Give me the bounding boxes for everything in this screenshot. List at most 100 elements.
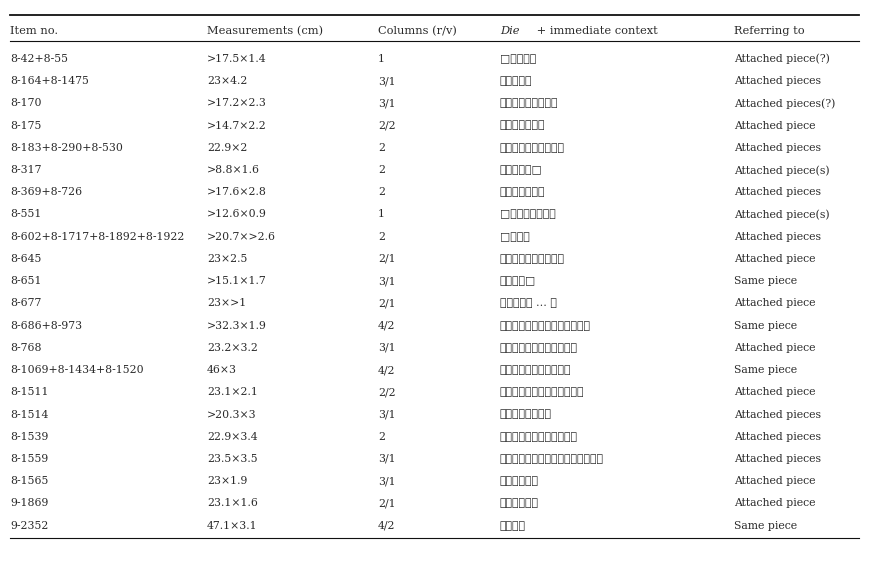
Text: 8-651: 8-651 [10,276,42,286]
Text: 上五月作徒薄（簿）及取（最）卅熊: 上五月作徒薄（簿）及取（最）卅熊 [500,454,604,464]
Text: 23.1×2.1: 23.1×2.1 [207,387,258,397]
Text: □志四熊: □志四熊 [500,232,529,242]
Text: Same piece: Same piece [734,365,798,375]
Text: Same piece: Same piece [734,276,798,286]
Text: 上狗田課一熊: 上狗田課一熊 [500,498,539,508]
Text: 23.5×3.5: 23.5×3.5 [207,454,257,464]
Text: Attached pieces: Attached pieces [734,454,821,464]
Text: 3/1: 3/1 [378,76,395,86]
Text: 今上當令者三熊: 今上當令者三熊 [500,187,545,197]
Text: 8-768: 8-768 [10,343,42,353]
Text: 1: 1 [378,209,385,219]
Text: Item no.: Item no. [10,26,58,36]
Text: 2/2: 2/2 [378,387,395,397]
Text: 今上當令者一熊: 今上當令者一熊 [500,121,545,130]
Text: Attached pieces(?): Attached pieces(?) [734,98,836,109]
Text: Attached piece(s): Attached piece(s) [734,209,830,220]
Text: 8-602+8-1717+8-1892+8-1922: 8-602+8-1717+8-1892+8-1922 [10,232,185,242]
Text: 4/2: 4/2 [378,365,395,375]
Text: >12.6×0.9: >12.6×0.9 [207,209,267,219]
Text: 疏書作徒薄（簿）熊北（背）上: 疏書作徒薄（簿）熊北（背）上 [500,321,591,331]
Text: 2: 2 [378,143,385,153]
Text: >17.6×2.8: >17.6×2.8 [207,187,267,197]
Text: 寫校券一熊 … 上: 寫校券一熊 … 上 [500,298,556,308]
Text: 3/1: 3/1 [378,410,395,419]
Text: 2/1: 2/1 [378,254,395,264]
Text: 今令史感上水火敢亡者課一熊: 今令史感上水火敢亡者課一熊 [500,387,584,397]
Text: 22.9×3.4: 22.9×3.4 [207,432,257,442]
Text: 上動一熊□: 上動一熊□ [500,276,536,286]
Text: 22.9×2: 22.9×2 [207,143,247,153]
Text: Referring to: Referring to [734,26,805,36]
Text: 8-645: 8-645 [10,254,42,264]
Text: Attached piece: Attached piece [734,387,816,397]
Text: 上不更以下簺（儲）計二熊: 上不更以下簺（儲）計二熊 [500,432,578,442]
Text: 8-551: 8-551 [10,209,42,219]
Text: 8-42+8-55: 8-42+8-55 [10,54,69,64]
Text: Attached piece(?): Attached piece(?) [734,54,830,64]
Text: Attached pieces: Attached pieces [734,187,821,197]
Text: 3/1: 3/1 [378,454,395,464]
Text: 8-164+8-1475: 8-164+8-1475 [10,76,90,86]
Text: 8-1539: 8-1539 [10,432,49,442]
Text: 23×>1: 23×>1 [207,298,246,308]
Text: 23×2.5: 23×2.5 [207,254,247,264]
Text: 2/2: 2/2 [378,121,395,130]
Text: 3/1: 3/1 [378,98,395,108]
Text: Attached piece: Attached piece [734,254,816,264]
Text: 上診一熊: 上診一熊 [500,521,526,531]
Text: >32.3×1.9: >32.3×1.9 [207,321,267,331]
Text: Attached piece: Attached piece [734,298,816,308]
Text: 8-1069+8-1434+8-1520: 8-1069+8-1434+8-1520 [10,365,144,375]
Text: 8-183+8-290+8-530: 8-183+8-290+8-530 [10,143,123,153]
Text: 2: 2 [378,432,385,442]
Text: 3/1: 3/1 [378,276,395,286]
Text: 獄校廿一熊: 獄校廿一熊 [500,76,532,86]
Text: >17.5×1.4: >17.5×1.4 [207,54,267,64]
Text: 23×1.9: 23×1.9 [207,476,247,486]
Text: 2/1: 2/1 [378,298,395,308]
Text: 8-1514: 8-1514 [10,410,49,419]
Text: 47.1×3.1: 47.1×3.1 [207,521,257,531]
Text: 3/1: 3/1 [378,343,395,353]
Text: 上卅三年鮴首息禾八熊: 上卅三年鮴首息禾八熊 [500,143,565,153]
Text: >20.7×>2.6: >20.7×>2.6 [207,232,275,242]
Text: Die: Die [500,26,519,36]
Text: 23×4.2: 23×4.2 [207,76,247,86]
Text: 9-1869: 9-1869 [10,498,49,508]
Text: Same piece: Same piece [734,521,798,531]
Text: >17.2×2.3: >17.2×2.3 [207,98,267,108]
Text: 2: 2 [378,165,385,175]
Text: 2: 2 [378,232,385,242]
Text: Columns (r/v): Columns (r/v) [378,26,457,37]
Text: 9-2352: 9-2352 [10,521,49,531]
Text: Measurements (cm): Measurements (cm) [207,26,323,37]
Text: 當復者六人，人一熊: 當復者六人，人一熊 [500,98,558,108]
Text: 今熊書懟（應）書者一熊上: 今熊書懟（應）書者一熊上 [500,343,578,353]
Text: 4/2: 4/2 [378,321,395,331]
Text: >15.1×1.7: >15.1×1.7 [207,276,267,286]
Text: 熊書水火敢亡課一熊上: 熊書水火敢亡課一熊上 [500,254,565,264]
Text: 2/1: 2/1 [378,498,395,508]
Text: 23.2×3.2: 23.2×3.2 [207,343,258,353]
Text: 23.1×1.6: 23.1×1.6 [207,498,258,508]
Text: 8-170: 8-170 [10,98,42,108]
Text: Attached pieces: Attached pieces [734,232,821,242]
Text: 46×3: 46×3 [207,365,237,375]
Text: >8.8×1.6: >8.8×1.6 [207,165,260,175]
Text: + immediate context: + immediate context [533,26,658,36]
Text: 8-1559: 8-1559 [10,454,49,464]
Text: 4/2: 4/2 [378,521,395,531]
Text: Attached pieces: Attached pieces [734,410,821,419]
Text: 8-677: 8-677 [10,298,42,308]
Text: 8-686+8-973: 8-686+8-973 [10,321,83,331]
Text: 2: 2 [378,187,385,197]
Text: Attached piece(s): Attached piece(s) [734,165,830,175]
Text: 8-1565: 8-1565 [10,476,49,486]
Text: □留薄（簿）熊上: □留薄（簿）熊上 [500,209,555,219]
Text: Attached pieces: Attached pieces [734,143,821,153]
Text: >14.7×2.2: >14.7×2.2 [207,121,267,130]
Text: Attached piece: Attached piece [734,121,816,130]
Text: 3/1: 3/1 [378,476,395,486]
Text: Attached pieces: Attached pieces [734,432,821,442]
